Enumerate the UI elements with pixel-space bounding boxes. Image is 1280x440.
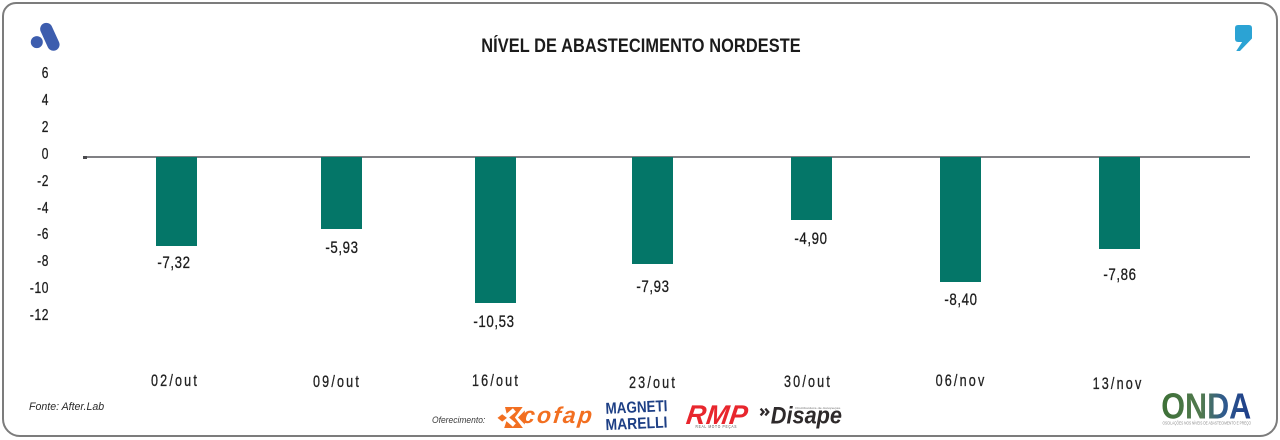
svg-text:REAL MOTO PEÇAS: REAL MOTO PEÇAS (696, 424, 738, 429)
svg-text:Disape: Disape (771, 402, 842, 429)
svg-text:Distribuidora de Autopeças: Distribuidora de Autopeças (795, 406, 841, 410)
svg-text:MAGNETI: MAGNETI (605, 398, 668, 418)
svg-text:OSCILAÇÕES NOS NÍVEIS DE ABAST: OSCILAÇÕES NOS NÍVEIS DE ABASTECIMENTO E… (1163, 421, 1252, 426)
svg-text:RMP: RMP (685, 399, 751, 430)
svg-text:Oferecimento:: Oferecimento: (432, 415, 486, 426)
svg-text:MARELLI: MARELLI (605, 414, 668, 434)
svg-text:ONDA: ONDA (1161, 390, 1251, 426)
svg-text:cofap: cofap (521, 402, 596, 428)
